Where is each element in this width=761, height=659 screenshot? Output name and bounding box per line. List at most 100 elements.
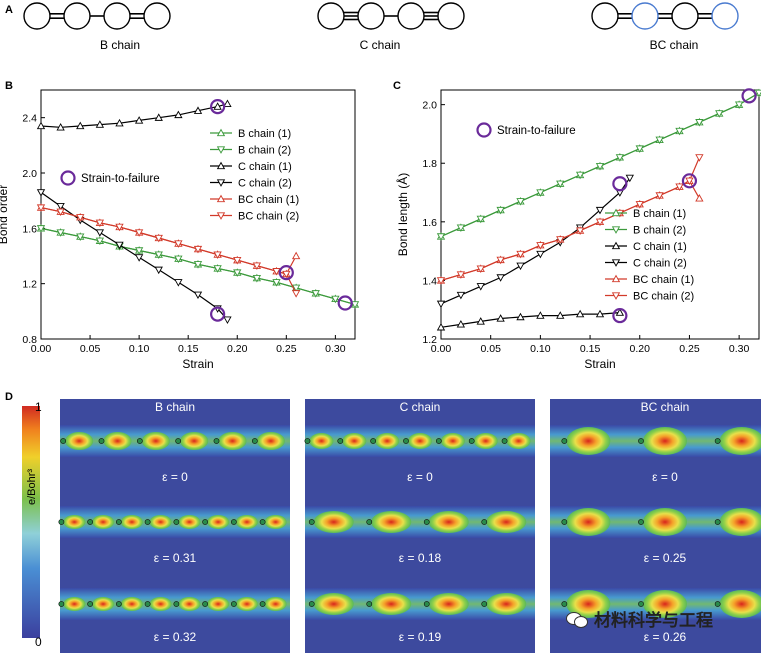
density-blob <box>207 515 230 529</box>
y-tick-label: 2.0 <box>422 100 437 112</box>
x-axis-label: Strain <box>584 357 615 371</box>
atom-dot <box>58 519 65 525</box>
annotation-label: Strain-to-failure <box>81 173 160 185</box>
data-point <box>193 106 203 114</box>
y-tick-label: 1.4 <box>422 275 437 287</box>
data-point <box>174 279 183 287</box>
atom-dot <box>202 601 209 607</box>
failure-marker <box>612 307 628 324</box>
y-tick-label: 1.2 <box>422 334 437 346</box>
data-point <box>76 214 85 222</box>
x-tick-label: 0.05 <box>480 343 501 355</box>
density-blob <box>235 515 258 529</box>
atom-dot <box>308 519 315 525</box>
data-point <box>436 322 446 331</box>
legend-marker <box>611 226 621 234</box>
data-point <box>252 274 262 283</box>
map-title-bc: BC chain <box>640 400 690 414</box>
data-point <box>575 227 585 235</box>
density-blob <box>65 432 94 450</box>
atom-dot <box>60 438 67 444</box>
density-blob <box>235 597 258 611</box>
plot-frame <box>40 89 356 340</box>
data-point <box>496 206 505 215</box>
data-point <box>95 229 105 237</box>
atom-dot <box>423 519 430 525</box>
density-blob <box>371 593 412 615</box>
x-tick-label: 0.15 <box>580 343 601 355</box>
data-point <box>56 229 65 237</box>
y-tick-label: 0.8 <box>22 334 37 346</box>
plot-frame <box>440 89 760 340</box>
data-point <box>675 127 684 136</box>
chain-atom <box>437 2 465 30</box>
data-point <box>291 251 301 260</box>
data-point <box>76 233 85 241</box>
y-tick-label: 2.0 <box>22 168 37 180</box>
legend-label: BC chain (2) <box>238 211 299 223</box>
data-point <box>233 256 242 265</box>
data-point <box>556 311 565 319</box>
y-tick-label: 1.8 <box>422 158 437 170</box>
density-blob <box>440 433 465 449</box>
density-blob <box>566 590 611 618</box>
density-colorbar <box>22 406 40 638</box>
density-blob <box>643 508 687 536</box>
data-point <box>635 145 644 153</box>
data-point <box>625 174 634 183</box>
density-blob <box>264 515 287 529</box>
data-point <box>615 308 625 316</box>
atom-dot <box>714 438 721 444</box>
atom-dot <box>501 438 508 444</box>
atom-dot <box>87 519 94 525</box>
series-line <box>40 103 228 128</box>
panel-a-chains <box>23 2 739 30</box>
chain-atom <box>103 2 131 30</box>
map-title-c: C chain <box>399 400 441 414</box>
y-tick-label: 2.4 <box>22 113 37 125</box>
data-point <box>115 223 124 232</box>
density-blob <box>63 597 86 611</box>
series-line <box>440 177 631 305</box>
data-point <box>174 110 183 119</box>
data-point <box>655 192 664 200</box>
atom-dot <box>638 438 644 444</box>
wechat-icon <box>566 610 588 628</box>
atom-dot <box>561 519 568 525</box>
series-c-chain-1 <box>36 99 232 131</box>
x-tick-label: 0.05 <box>80 343 101 355</box>
data-point <box>436 233 446 241</box>
watermark-text: 材料科学与工程 <box>594 611 713 630</box>
x-tick-label: 0.10 <box>129 343 150 355</box>
atom-dot <box>481 519 488 525</box>
density-blob <box>120 597 143 611</box>
atom-dot <box>136 438 143 444</box>
map-strain-c-1: ε = 0 <box>407 470 433 484</box>
y-tick-label: 1.6 <box>422 217 437 229</box>
density-blob <box>180 432 209 450</box>
density-blob <box>313 511 354 533</box>
chain-label-bc: BC chain <box>649 38 699 52</box>
atom-dot <box>304 438 311 444</box>
density-blob <box>428 511 469 533</box>
atom-dot <box>403 438 409 444</box>
atom-dot <box>230 601 237 607</box>
density-blob <box>120 515 143 529</box>
atom-dot <box>481 601 488 607</box>
data-point <box>436 300 446 309</box>
atom-dot <box>175 438 182 444</box>
annotation-marker <box>60 170 76 186</box>
density-blob <box>566 508 611 536</box>
chain-label-b: B chain <box>99 38 141 52</box>
data-point <box>134 247 144 255</box>
chain-atom <box>591 2 619 30</box>
data-point <box>615 154 625 162</box>
data-point <box>675 183 684 191</box>
colorbar-min: 0 <box>35 635 42 649</box>
data-point <box>695 154 704 162</box>
data-point <box>213 265 222 273</box>
data-point <box>496 256 505 265</box>
atom-dot <box>202 519 209 525</box>
chain-label-c: C chain <box>359 38 401 52</box>
data-point <box>556 236 565 244</box>
